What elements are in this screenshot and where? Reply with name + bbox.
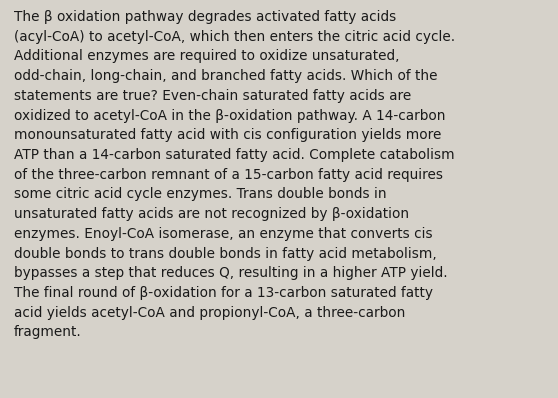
Text: The β oxidation pathway degrades activated fatty acids
(acyl-CoA) to acetyl-CoA,: The β oxidation pathway degrades activat… [14,10,455,339]
